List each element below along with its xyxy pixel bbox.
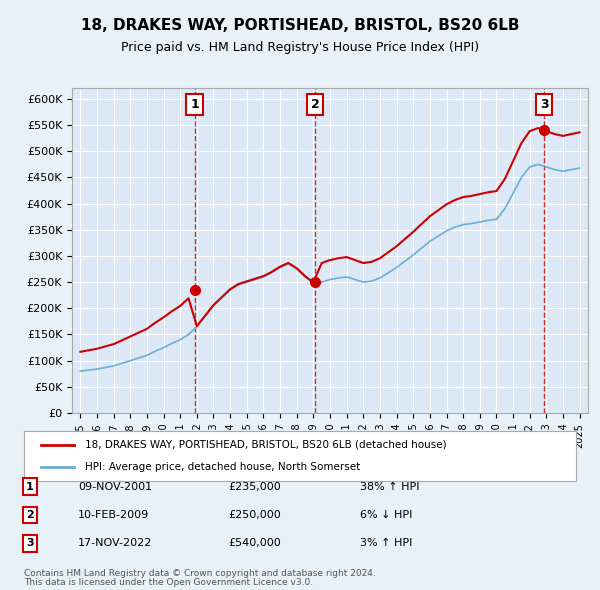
Text: 1: 1 (26, 482, 34, 491)
Text: 09-NOV-2001: 09-NOV-2001 (78, 482, 152, 491)
Text: £250,000: £250,000 (228, 510, 281, 520)
Text: £540,000: £540,000 (228, 539, 281, 548)
Text: 3% ↑ HPI: 3% ↑ HPI (360, 539, 412, 548)
Text: 2: 2 (311, 98, 320, 112)
Text: This data is licensed under the Open Government Licence v3.0.: This data is licensed under the Open Gov… (24, 578, 313, 587)
Text: 18, DRAKES WAY, PORTISHEAD, BRISTOL, BS20 6LB (detached house): 18, DRAKES WAY, PORTISHEAD, BRISTOL, BS2… (85, 440, 446, 450)
Text: 6% ↓ HPI: 6% ↓ HPI (360, 510, 412, 520)
Text: 3: 3 (540, 98, 549, 112)
Text: Price paid vs. HM Land Registry's House Price Index (HPI): Price paid vs. HM Land Registry's House … (121, 41, 479, 54)
Text: Contains HM Land Registry data © Crown copyright and database right 2024.: Contains HM Land Registry data © Crown c… (24, 569, 376, 578)
Text: 17-NOV-2022: 17-NOV-2022 (78, 539, 152, 548)
Text: 38% ↑ HPI: 38% ↑ HPI (360, 482, 419, 491)
Text: 3: 3 (26, 539, 34, 548)
Text: £235,000: £235,000 (228, 482, 281, 491)
Text: 2: 2 (26, 510, 34, 520)
Text: 18, DRAKES WAY, PORTISHEAD, BRISTOL, BS20 6LB: 18, DRAKES WAY, PORTISHEAD, BRISTOL, BS2… (81, 18, 519, 32)
Text: HPI: Average price, detached house, North Somerset: HPI: Average price, detached house, Nort… (85, 462, 360, 472)
Text: 10-FEB-2009: 10-FEB-2009 (78, 510, 149, 520)
Text: 1: 1 (190, 98, 199, 112)
